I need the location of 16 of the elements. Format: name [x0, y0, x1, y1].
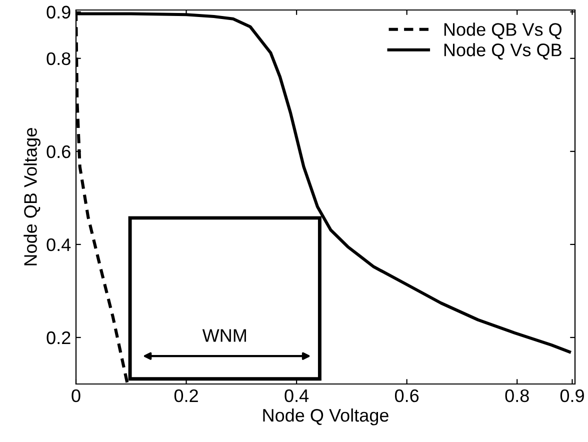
- y-tick-label: 0.4: [46, 238, 71, 252]
- annotation: WNM: [202, 329, 246, 342]
- x-tick-label: 0.8: [505, 389, 529, 402]
- y-tick-label: 0.8: [46, 52, 70, 66]
- x-tick-label: 0.6: [394, 389, 419, 402]
- x-tick-label: 0: [72, 389, 80, 402]
- y-tick-label: 0.6: [46, 145, 70, 158]
- legend-label: Node QB Vs Q: [444, 22, 562, 40]
- x-tick-label: 0.4: [284, 389, 309, 402]
- x-axis-title: Node Q Voltage: [263, 408, 388, 426]
- x-tick-label: 0.2: [174, 389, 198, 402]
- y-tick-label: 0.2: [46, 331, 70, 344]
- y-tick-label: 0.9: [46, 6, 70, 19]
- x-tick-label: 0.9: [560, 389, 584, 402]
- legend-label: Node Q Vs QB: [444, 43, 562, 60]
- y-axis-title: Node QB Voltage: [24, 128, 40, 266]
